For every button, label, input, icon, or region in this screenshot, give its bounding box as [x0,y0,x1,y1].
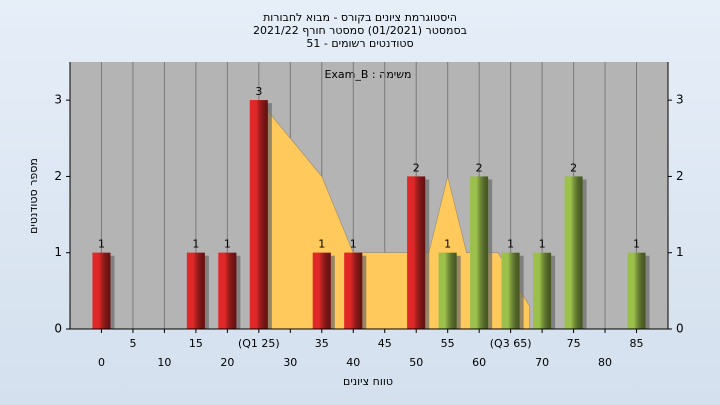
x-tick-label: 5 [129,337,136,350]
data-label: 3 [255,85,262,98]
y-tick-label: 0 [54,322,62,336]
y2-tick-label: 0 [676,322,684,336]
bar-shade [344,252,363,329]
x-tick-label: 80 [598,356,612,369]
x-axis-label: טווח ציונים [343,375,393,388]
x-tick-label: 60 [472,356,486,369]
bar-shade [470,176,489,329]
data-label: 1 [350,238,357,251]
data-label: 1 [192,238,199,251]
bar-shade [312,252,331,329]
data-label: 1 [98,238,105,251]
bar-shade [186,252,205,329]
subtitle: משימה : Exam_B [324,68,411,81]
x-tick-label: (Q3 65) [490,337,532,350]
x-tick-label: 0 [98,356,105,369]
chart-title: סטודנטים רשומים - 51 [306,37,413,50]
bar-shade [407,176,426,329]
y-tick-label: 1 [54,245,62,259]
data-label: 2 [570,161,577,174]
bar-shade [533,252,552,329]
chart-title: בסמסטר (01/2021) סמסטר חורף 2021/22 [253,24,467,37]
data-label: 1 [444,238,451,251]
y2-tick-label: 3 [676,93,684,107]
x-tick-label: 45 [378,337,392,350]
data-label: 1 [539,238,546,251]
chart-title: היסטוגרמת ציונים בקורס - מבוא לחבורות [263,11,457,24]
data-label: 2 [476,161,483,174]
bar-shade [438,252,457,329]
x-tick-label: 40 [346,356,360,369]
bar-shade [564,176,583,329]
data-label: 1 [318,238,325,251]
y-tick-label: 2 [54,169,62,183]
x-tick-label: 55 [441,337,455,350]
y2-tick-label: 1 [676,245,684,259]
x-tick-label: 35 [315,337,329,350]
x-tick-label: 85 [630,337,644,350]
bar-shade [627,252,646,329]
x-tick-label: 30 [283,356,297,369]
x-tick-label: 15 [189,337,203,350]
x-tick-label: (Q1 25) [238,337,280,350]
bar-shade [218,252,237,329]
data-label: 1 [507,238,514,251]
x-tick-label: 20 [220,356,234,369]
y-tick-label: 3 [54,93,62,107]
x-tick-label: 75 [567,337,581,350]
bar-shade [92,252,111,329]
data-label: 2 [413,161,420,174]
x-tick-label: 50 [409,356,423,369]
data-label: 1 [633,238,640,251]
data-label: 1 [224,238,231,251]
x-tick-label: 70 [535,356,549,369]
bar-shade [501,252,520,329]
x-tick-label: 10 [157,356,171,369]
y2-tick-label: 2 [676,169,684,183]
y-axis-label: מספר סטודנטים [27,158,40,234]
bar-shade [249,100,268,330]
